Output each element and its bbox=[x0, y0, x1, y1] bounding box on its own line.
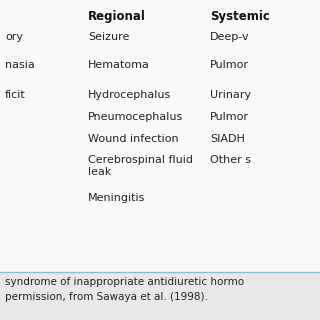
Text: Wound infection: Wound infection bbox=[88, 134, 179, 144]
Text: syndrome of inappropriate antidiuretic hormo: syndrome of inappropriate antidiuretic h… bbox=[5, 277, 244, 287]
Text: Seizure: Seizure bbox=[88, 32, 129, 42]
Text: Hydrocephalus: Hydrocephalus bbox=[88, 90, 171, 100]
Text: ficit: ficit bbox=[5, 90, 26, 100]
Text: SIADH: SIADH bbox=[210, 134, 245, 144]
Text: permission, from Sawaya et al. (1998).: permission, from Sawaya et al. (1998). bbox=[5, 292, 208, 302]
FancyBboxPatch shape bbox=[0, 272, 320, 320]
Text: Systemic: Systemic bbox=[210, 10, 270, 23]
Text: Cerebrospinal fluid
leak: Cerebrospinal fluid leak bbox=[88, 155, 193, 177]
Text: Hematoma: Hematoma bbox=[88, 60, 150, 70]
Text: Pulmor: Pulmor bbox=[210, 112, 249, 122]
Text: ory: ory bbox=[5, 32, 23, 42]
Text: Deep-v: Deep-v bbox=[210, 32, 250, 42]
Text: Meningitis: Meningitis bbox=[88, 193, 145, 203]
Text: Other s: Other s bbox=[210, 155, 251, 165]
FancyBboxPatch shape bbox=[0, 0, 320, 272]
Text: Urinary: Urinary bbox=[210, 90, 251, 100]
Text: Pulmor: Pulmor bbox=[210, 60, 249, 70]
Text: Pneumocephalus: Pneumocephalus bbox=[88, 112, 183, 122]
Text: nasia: nasia bbox=[5, 60, 35, 70]
Text: Regional: Regional bbox=[88, 10, 146, 23]
